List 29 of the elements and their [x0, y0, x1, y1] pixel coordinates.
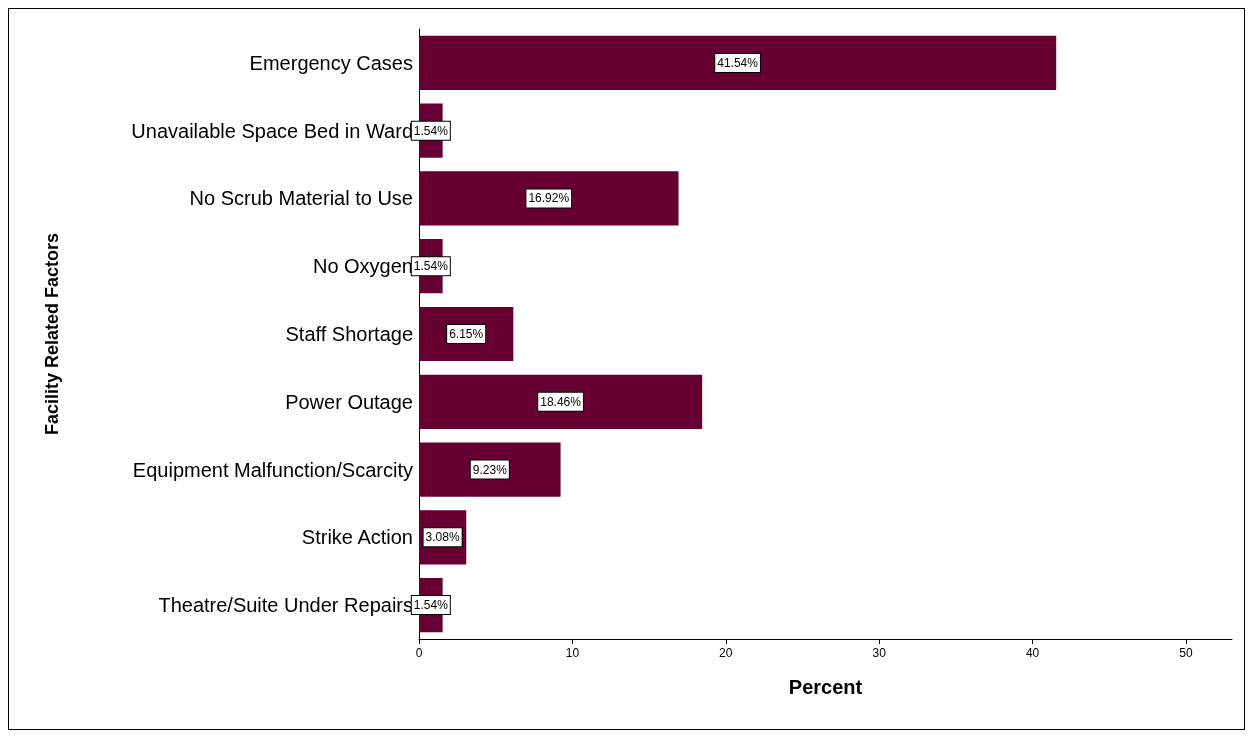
x-tick-label: 0: [415, 646, 423, 660]
bar: [419, 171, 679, 226]
data-label: 9.23%: [472, 462, 508, 477]
data-label: 41.54%: [717, 55, 759, 70]
x-tick-label: 40: [1025, 646, 1040, 660]
y-tick-label: Strike Action: [301, 526, 413, 549]
y-tick-label: Equipment Malfunction/Scarcity: [132, 458, 413, 481]
x-tick-label: 50: [1179, 646, 1193, 660]
x-tick-label: 10: [565, 646, 580, 660]
y-tick-label: No Oxygen: [312, 255, 413, 278]
y-tick-label: No Scrub Material to Use: [189, 187, 413, 210]
x-tick-label: 30: [872, 646, 887, 660]
data-label: 1.54%: [413, 598, 449, 613]
x-tick-label: 20: [719, 646, 733, 660]
x-axis-title: Percent: [788, 676, 863, 698]
bar: [419, 35, 1057, 90]
y-tick-label: Power Outage: [285, 390, 413, 413]
y-tick-label: Staff Shortage: [285, 323, 413, 345]
data-label: 1.54%: [413, 123, 449, 138]
data-label: 6.15%: [449, 327, 484, 341]
data-label: 18.46%: [540, 394, 582, 409]
y-axis-title: Facility Related Factors: [42, 232, 62, 436]
data-label: 1.54%: [413, 259, 449, 274]
y-tick-label: Emergency Cases: [249, 51, 413, 74]
y-tick-label: Theatre/Suite Under Repairs: [158, 594, 413, 617]
bar: [419, 442, 561, 497]
data-label: 16.92%: [528, 191, 570, 206]
bar: [419, 374, 703, 429]
data-label: 3.08%: [425, 530, 460, 545]
